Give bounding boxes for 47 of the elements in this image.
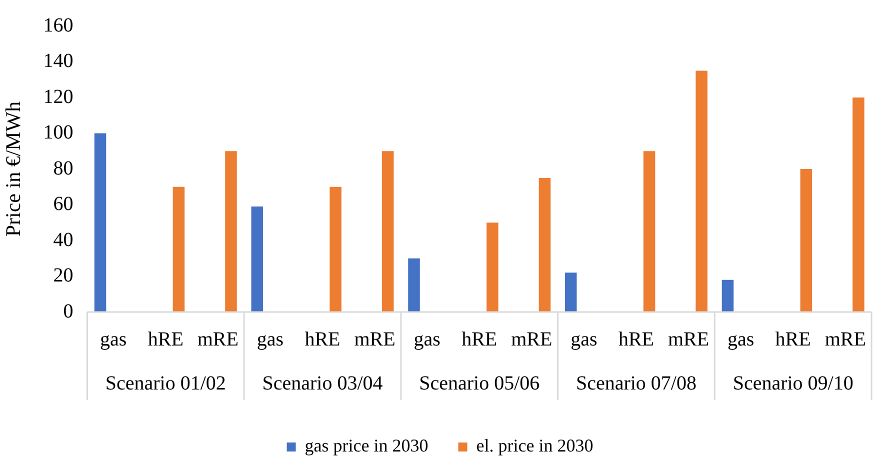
x-tick-label: hRE — [304, 328, 340, 350]
y-tick-label: 140 — [43, 50, 74, 72]
x-tick-label: hRE — [775, 328, 811, 350]
x-tick-label: hRE — [148, 328, 184, 350]
bar — [643, 151, 656, 312]
bar — [800, 169, 812, 312]
legend-label: gas price in 2030 — [304, 436, 428, 456]
text: Scenario 03/04 — [262, 372, 383, 394]
x-tick-label: mRE — [354, 328, 396, 350]
y-tick-label: 120 — [43, 86, 74, 108]
bar — [722, 280, 734, 312]
bar — [172, 186, 185, 312]
x-tick-label: mRE — [197, 328, 238, 350]
y-tick-label: 160 — [43, 14, 74, 36]
text: Scenario 07/08 — [576, 372, 696, 394]
y-axis-title: Price in €/MWh — [1, 100, 26, 237]
x-tick-label: gas — [414, 328, 441, 350]
text: Scenario 05/06 — [419, 372, 540, 394]
bar — [852, 98, 864, 312]
y-tick-label: 80 — [53, 157, 74, 180]
x-tick-label: gas — [100, 328, 127, 350]
bar — [538, 178, 551, 312]
x-tick-label: hRE — [462, 328, 498, 350]
bar — [330, 186, 342, 312]
bar — [408, 258, 420, 312]
y-tick-label: 40 — [53, 228, 74, 251]
bar — [696, 70, 708, 312]
x-tick-label: mRE — [511, 328, 552, 350]
text: Scenario 01/02 — [105, 372, 226, 394]
bar — [225, 151, 237, 312]
y-tick-label: 20 — [53, 264, 74, 286]
bar — [251, 206, 264, 312]
x-tick-label: mRE — [668, 328, 710, 350]
x-tick-label: gas — [727, 328, 754, 350]
bar — [382, 151, 394, 312]
x-tick-label: gas — [570, 328, 598, 350]
x-tick-label: gas — [256, 328, 284, 350]
y-tick-label: 0 — [63, 300, 74, 322]
x-tick-label: hRE — [618, 328, 654, 350]
bar — [564, 272, 577, 312]
bar — [486, 222, 498, 312]
text: Scenario 09/10 — [732, 372, 854, 394]
y-tick-label: 60 — [53, 193, 74, 215]
y-tick-label: 100 — [43, 122, 74, 144]
legend-label: el. price in 2030 — [476, 436, 594, 456]
bar — [94, 133, 106, 312]
x-tick-label: mRE — [824, 328, 866, 350]
